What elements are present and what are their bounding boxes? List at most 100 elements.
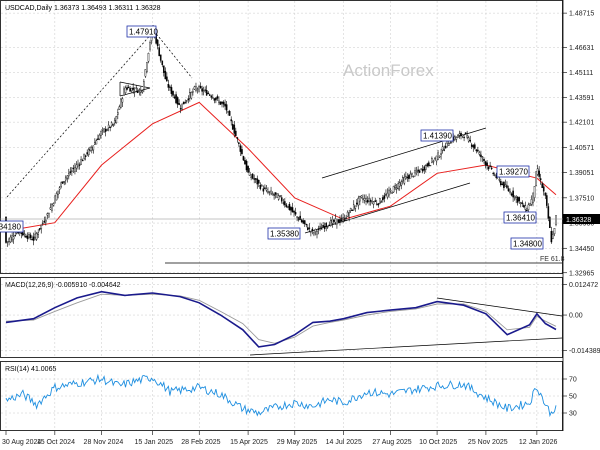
candle-body <box>159 54 162 61</box>
candle-body <box>394 185 396 188</box>
candle-body <box>110 122 113 127</box>
candle-body <box>290 207 292 211</box>
candle-body <box>141 90 144 93</box>
candle-body <box>474 144 476 149</box>
candle-body <box>113 120 116 124</box>
candle-body <box>169 86 171 88</box>
candle-body <box>20 232 23 234</box>
candle-body <box>34 233 36 238</box>
candle-body <box>254 178 257 180</box>
candle-body <box>49 207 52 210</box>
candle-body <box>178 103 180 105</box>
candle-body <box>45 219 47 223</box>
candle-body <box>418 170 421 173</box>
candle-body <box>532 192 534 203</box>
annotation-fe: FE 61.8 <box>540 256 565 263</box>
candle-body <box>221 101 223 104</box>
y-tick-label: 50 <box>569 394 577 401</box>
candle-body <box>241 149 243 155</box>
candle-body <box>181 103 183 110</box>
candle-body <box>98 134 101 140</box>
candle-body <box>54 195 56 204</box>
candle-body <box>259 185 262 189</box>
candle-body <box>207 92 210 94</box>
candle-body <box>72 167 75 170</box>
candle-body <box>423 166 426 171</box>
annotation-peak: 1.41390 <box>423 132 452 141</box>
x-tick-label: 14 Jul 2025 <box>326 439 362 446</box>
candle-body <box>276 193 278 198</box>
candle-body <box>64 177 67 181</box>
macd-line <box>5 290 557 348</box>
candle-body <box>149 42 151 50</box>
candle-body <box>219 101 222 105</box>
candle-body <box>14 235 16 237</box>
candle-body <box>106 129 108 131</box>
x-tick-label: 15 Jan 2025 <box>135 439 174 446</box>
candle-body <box>375 203 378 205</box>
candle-body <box>83 153 85 159</box>
candle-body <box>143 81 145 90</box>
candle-body <box>398 182 401 187</box>
candle-body <box>325 222 327 227</box>
candle-body <box>322 225 324 228</box>
candle-body <box>493 174 496 176</box>
x-tick-label: 25 Nov 2025 <box>468 439 508 446</box>
candle-body <box>71 170 73 172</box>
candle-body <box>480 154 482 157</box>
candle-body <box>368 197 370 202</box>
annotation-high: 1.47910 <box>129 28 158 37</box>
candle-body <box>222 101 225 105</box>
candle-body <box>444 145 447 149</box>
y-tick-label: 1.32965 <box>569 270 594 277</box>
candle-body <box>447 143 450 146</box>
candle-body <box>337 219 340 223</box>
candle-body <box>424 165 427 170</box>
candle-body <box>38 228 41 230</box>
x-tick-label: 29 May 2025 <box>277 439 318 446</box>
candle-body <box>380 201 383 203</box>
candles <box>5 24 557 247</box>
candle-body <box>527 204 530 210</box>
candle-body <box>435 155 438 162</box>
candle-body <box>303 220 306 225</box>
candle-body <box>357 197 360 206</box>
macd-axis: 0.012472 0.00 -0.014389 <box>563 282 600 355</box>
candle-body <box>406 176 409 179</box>
candle-body <box>262 188 265 192</box>
candle-body <box>167 84 170 88</box>
candle-body <box>239 145 242 152</box>
candle-body <box>348 212 350 218</box>
candle-body <box>342 217 344 219</box>
candle-body <box>135 87 138 89</box>
candle-body <box>57 190 59 195</box>
candle-body <box>432 161 435 163</box>
candle-body <box>224 103 226 107</box>
candle-body <box>288 203 291 211</box>
candle-body <box>193 86 196 90</box>
candle-body <box>385 194 387 196</box>
candle-body <box>77 163 79 167</box>
candle-body <box>198 86 200 92</box>
y-tick-label: 1.39051 <box>569 170 594 177</box>
candle-body <box>501 183 504 185</box>
candle-body <box>129 88 131 92</box>
candle-body <box>478 152 481 155</box>
candle-body <box>329 220 332 226</box>
candle-body <box>389 189 392 192</box>
x-tick-label: 10 Oct 2025 <box>419 439 457 446</box>
candle-body <box>265 188 268 191</box>
candle-body <box>415 171 418 173</box>
candle-body <box>287 205 289 208</box>
price-annotations: 1.47910 1.41390 1.39270 1.36410 1.35380 … <box>0 25 565 263</box>
candle-body <box>204 89 206 91</box>
candle-body <box>74 167 76 172</box>
candle-body <box>366 200 369 203</box>
y-tick-label: 1.34450 <box>569 246 594 253</box>
candle-body <box>104 128 107 132</box>
candle-body <box>498 179 501 181</box>
candle-body <box>284 201 286 206</box>
candle-body <box>97 138 99 141</box>
candle-body <box>81 159 84 162</box>
trend-dotted-up <box>6 30 155 198</box>
